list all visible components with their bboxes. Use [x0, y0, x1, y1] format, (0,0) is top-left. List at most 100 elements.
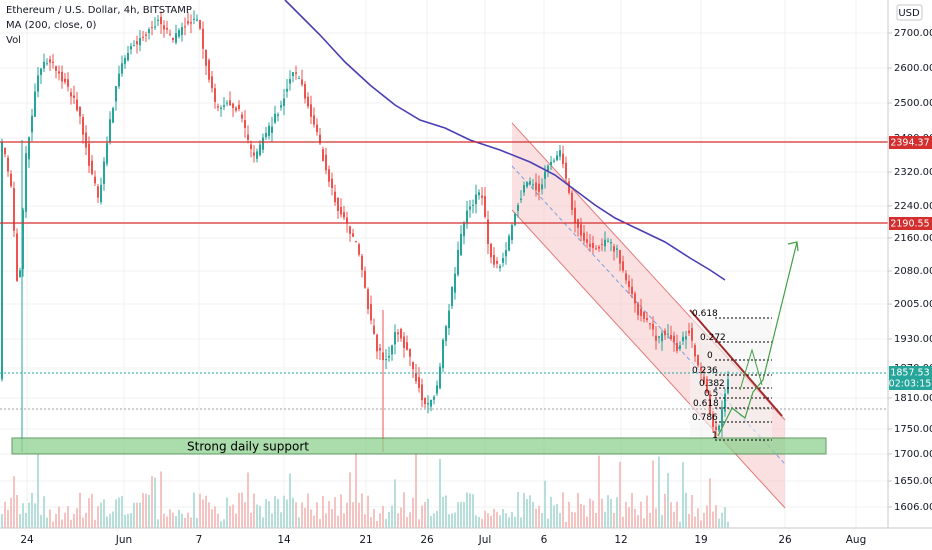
currency-button[interactable]	[896, 4, 923, 21]
candle-body	[217, 106, 219, 108]
candle-body	[121, 63, 123, 74]
candle-body	[373, 325, 375, 335]
volume-bar	[202, 499, 204, 528]
volume-bar	[109, 513, 111, 528]
candle-body	[85, 132, 87, 148]
volume-bar	[214, 506, 216, 528]
volume-bar	[232, 504, 234, 528]
volume-bar	[697, 508, 699, 528]
candle-body	[298, 77, 300, 79]
candle-body	[91, 160, 93, 175]
volume-bar	[181, 513, 183, 528]
candle-body	[718, 425, 720, 431]
candle-body	[283, 98, 285, 106]
volume-bar	[319, 519, 321, 528]
volume-bar	[604, 511, 606, 528]
volume-bar	[481, 518, 483, 528]
candle-body	[418, 377, 420, 389]
candle-body	[700, 367, 702, 371]
candle-body	[724, 393, 726, 412]
volume-bar	[397, 513, 399, 528]
volume-bar	[688, 513, 690, 528]
candle-body	[13, 188, 15, 231]
volume-bar	[517, 492, 519, 528]
x-tick-label: 12	[614, 534, 627, 546]
volume-bar	[247, 472, 249, 528]
candle-body	[544, 171, 546, 179]
candle-body	[592, 242, 594, 249]
candle-body	[460, 233, 462, 256]
candle-body	[247, 134, 249, 140]
volume-bar	[616, 497, 618, 528]
candle-body	[406, 342, 408, 350]
volume-bar	[607, 495, 609, 528]
volume-bar	[661, 515, 663, 528]
volume-bar	[394, 479, 396, 528]
volume-bar	[25, 512, 27, 528]
candle-body	[337, 197, 339, 211]
volume-bar	[535, 508, 537, 528]
candle-body	[367, 289, 369, 310]
volume-bar	[652, 460, 654, 528]
volume-bar	[223, 519, 225, 528]
volume-bar	[484, 510, 486, 528]
volume-bar	[100, 502, 102, 528]
y-tick-label: 2080.00	[894, 266, 932, 277]
volume-bar	[211, 509, 213, 528]
y-tick-label: 1650.00	[894, 476, 932, 487]
candle-body	[490, 243, 492, 258]
candle-body	[451, 286, 453, 306]
candle-body	[577, 219, 579, 228]
volume-bar	[187, 512, 189, 528]
candle-body	[565, 162, 567, 179]
volume-bar	[352, 502, 354, 528]
candle-body	[319, 134, 321, 144]
volume-bar	[427, 498, 429, 528]
y-tick-label: 2320.00	[894, 167, 932, 178]
candle-body	[514, 213, 516, 225]
volume-bar	[610, 498, 612, 528]
candle-body	[664, 330, 666, 336]
candle-body	[370, 304, 372, 321]
volume-bar	[88, 498, 90, 528]
volume-bar	[289, 473, 291, 528]
x-tick-label: Aug	[846, 534, 867, 546]
volume-bar	[271, 513, 273, 528]
candle-body	[7, 157, 9, 172]
volume-bar	[244, 502, 246, 528]
volume-bar	[193, 492, 195, 528]
candle-body	[427, 403, 429, 405]
volume-bar	[280, 512, 282, 528]
candle-body	[421, 384, 423, 401]
candle-body	[478, 192, 480, 196]
candle-body	[127, 52, 129, 61]
volume-bar	[304, 507, 306, 528]
candle-body	[349, 226, 351, 234]
candle-body	[445, 326, 447, 341]
candle-body	[280, 105, 282, 108]
support-label: Strong daily support	[187, 440, 309, 454]
candle-body	[109, 119, 111, 142]
volume-bar	[499, 515, 501, 528]
volume-bar	[466, 492, 468, 528]
candle-body	[223, 105, 225, 107]
candle-body	[232, 103, 234, 108]
volume-bar	[22, 503, 24, 528]
y-tick-label: 2160.00	[894, 233, 932, 244]
volume-bar	[691, 495, 693, 528]
candle-body	[61, 71, 63, 82]
candle-body	[160, 16, 162, 25]
candle-body	[364, 270, 366, 288]
volume-bar	[571, 511, 573, 528]
volume-bar	[700, 520, 702, 528]
volume-bar	[421, 505, 423, 528]
candle-body	[403, 336, 405, 348]
volume-bar	[136, 502, 138, 528]
candle-body	[391, 345, 393, 355]
volume-bar	[67, 506, 69, 528]
candle-body	[55, 66, 57, 71]
candle-body	[424, 397, 426, 405]
candle-body	[175, 33, 177, 43]
current-price-value: 1857.53	[890, 368, 929, 379]
